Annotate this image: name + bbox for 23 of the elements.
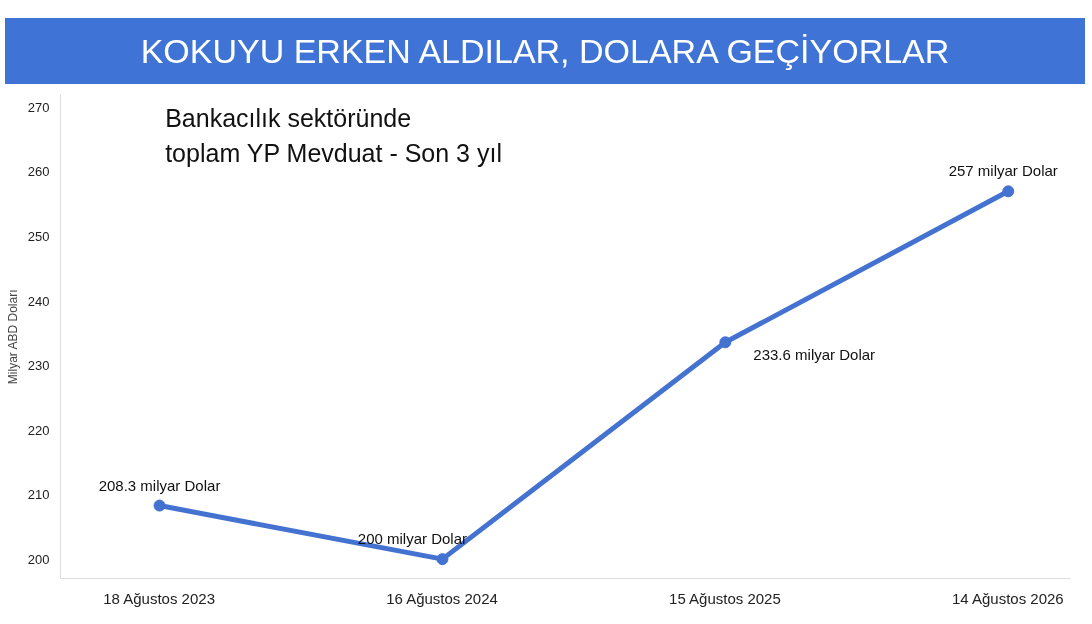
y-tick-label: 200: [27, 551, 50, 567]
point: [719, 336, 732, 349]
x-tick-label: 16 Ağustos 2024: [386, 589, 498, 607]
point: [153, 499, 166, 512]
data-label: 257 milyar Dolar: [948, 162, 1058, 180]
point: [1002, 185, 1015, 198]
y-tick-label: 250: [27, 228, 50, 244]
chart-title: KOKUYU ERKEN ALDILAR, DOLARA GEÇİYORLAR: [140, 31, 950, 72]
data-label: 200 milyar Dolar: [357, 530, 468, 548]
y-tick-label: 260: [27, 164, 50, 180]
point: [436, 553, 449, 566]
y-tick-label: 210: [27, 487, 50, 503]
y-axis-title: Milyar ABD Doları: [5, 289, 20, 385]
data-label: 208.3 milyar Dolar: [98, 476, 221, 494]
x-tick-label: 15 Ağustos 2025: [669, 589, 781, 607]
y-tick-label: 230: [27, 358, 50, 374]
x-tick-label: 14 Ağustos 2026: [951, 589, 1064, 607]
text: Bankacılık sektöründe toplam YP Mevduat - Son 3 yıl: [165, 104, 502, 168]
y-tick-label: 270: [27, 99, 50, 115]
data-label: 233.6 milyar Dolar: [753, 345, 876, 363]
x-tick-label: 18 Ağustos 2023: [103, 589, 215, 607]
y-tick-label: 220: [27, 422, 50, 438]
y-tick-label: 240: [27, 293, 50, 309]
